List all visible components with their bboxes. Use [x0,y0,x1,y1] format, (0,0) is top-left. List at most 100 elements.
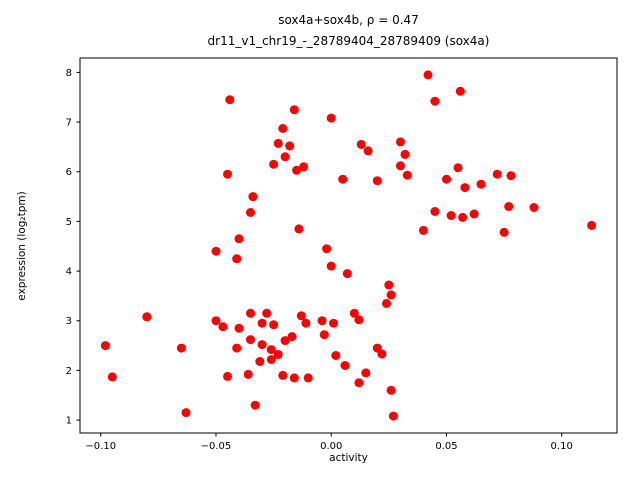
data-point [455,86,465,96]
data-point [361,368,371,378]
data-point [280,152,290,162]
data-point [331,351,341,360]
data-point [395,161,405,171]
data-point [492,169,502,179]
x-tick-label: 0.00 [320,441,342,452]
data-point [303,373,313,383]
data-point [395,137,405,147]
data-point [322,244,332,254]
data-point [354,315,364,325]
data-point [430,96,440,106]
data-point [386,290,396,300]
data-point [176,343,186,353]
data-point [418,225,428,235]
data-point [326,261,336,271]
x-tick-label: 0.05 [435,441,457,452]
data-point [232,343,242,353]
axes-frame [79,57,618,434]
y-tick-label: 3 [66,316,72,327]
data-point [296,311,306,321]
y-tick-label: 7 [66,118,72,129]
data-point [223,169,232,179]
data-point [319,330,329,340]
data-point [243,369,253,379]
data-point [289,105,299,115]
data-point [402,170,412,180]
data-point [372,176,382,186]
data-point [469,209,479,219]
chart-title-line1: sox4a+sox4b, ρ = 0.47 [278,13,419,27]
data-point [289,373,299,383]
data-point [587,220,597,230]
data-point [273,350,283,359]
data-point [234,234,244,244]
data-point [223,371,232,381]
x-tick-label: 0.10 [551,441,573,452]
data-point [342,269,352,279]
data-point [278,124,288,133]
data-point [246,208,255,217]
data-point [458,212,468,222]
data-point [504,202,514,211]
data-point [255,357,265,366]
y-tick-label: 1 [66,416,72,427]
data-point [301,318,311,328]
data-point [476,179,486,189]
data-point [388,411,398,421]
x-tick-label: −0.10 [85,441,116,452]
data-point [446,211,456,220]
data-point [218,322,228,332]
data-point [257,318,267,328]
data-point [442,174,451,184]
data-point [269,159,279,169]
data-point [262,308,272,318]
data-point [386,385,396,395]
data-point [349,308,359,318]
y-tick-label: 2 [66,366,72,377]
data-point [460,183,470,193]
data-point [248,192,258,202]
data-point [317,316,327,326]
chart-title-line2: dr11_v1_chr19_-_28789404_28789409 (sox4a… [207,34,490,48]
data-point [338,174,348,184]
data-point [499,227,509,237]
data-point [292,165,302,175]
data-point [142,312,152,322]
data-point [529,203,539,212]
data-point [382,298,391,308]
x-axis-label: activity [329,452,368,464]
data-point [453,163,463,173]
data-point [246,335,255,345]
data-point [400,149,410,159]
data-point [287,332,297,342]
data-point [107,372,117,382]
x-tick-label: −0.05 [201,441,232,452]
data-point [278,370,288,380]
data-point [430,207,440,216]
y-tick-label: 8 [66,68,72,79]
data-point [285,141,295,151]
data-point [377,349,387,359]
data-point [100,341,110,351]
data-point [246,308,255,318]
y-tick-label: 5 [66,217,72,228]
data-point [299,162,309,172]
data-point [423,70,433,80]
data-point [294,224,304,234]
data-point [329,318,338,328]
data-point [181,408,191,418]
data-point [232,254,242,264]
data-point [340,361,350,370]
data-point [266,345,276,355]
data-point [363,146,373,156]
data-point [269,320,279,330]
data-point [250,400,260,410]
data-point [326,113,336,123]
data-point [356,139,366,149]
data-point [280,336,290,346]
y-tick-label: 6 [66,167,72,178]
data-point [211,246,221,256]
data-point [273,138,283,148]
